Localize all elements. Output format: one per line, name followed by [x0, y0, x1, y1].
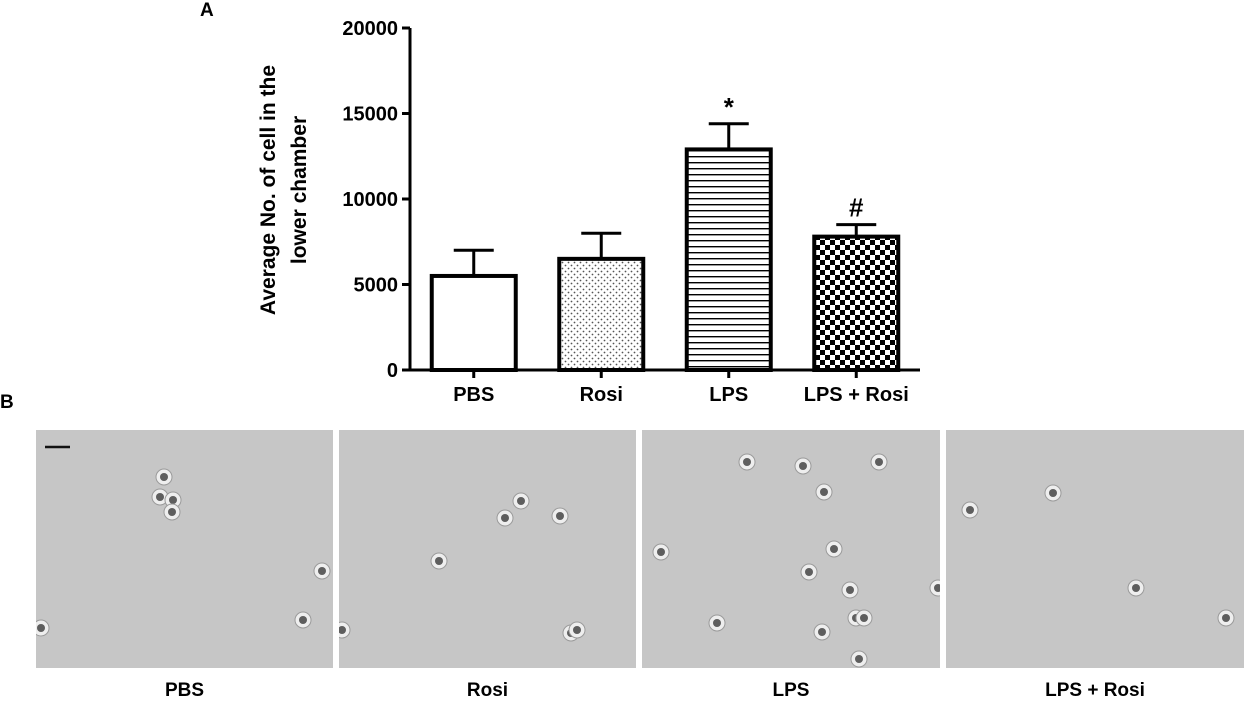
- cell-icon: [430, 552, 448, 570]
- cell-icon: [794, 457, 812, 475]
- y-tick-label: 15000: [342, 104, 398, 126]
- cell-icon: [1217, 609, 1235, 627]
- cell-icon: [929, 579, 940, 597]
- y-axis-label-line1: Average No. of cell in the: [257, 65, 280, 315]
- micrograph-lps-image: [642, 430, 940, 668]
- bar-chart: 0 5000 10000 15000 20000 * # PBS Rosi LPS LPS + …: [257, 18, 920, 406]
- cell-icon: [496, 509, 514, 527]
- cell-icon: [155, 468, 173, 486]
- cell-icon: [36, 619, 50, 637]
- micrograph-label-lps: LPS: [772, 680, 810, 701]
- cell-icon: [800, 563, 818, 581]
- micrograph-background: [339, 430, 636, 668]
- cell-icon: [961, 501, 979, 519]
- y-tick-label: 5000: [354, 275, 399, 297]
- panel-b-label: B: [0, 392, 14, 413]
- cell-icon: [813, 623, 831, 641]
- cell-icon: [163, 503, 181, 521]
- cell-icon: [855, 609, 873, 627]
- bar: [684, 147, 773, 372]
- significance-marker: *: [724, 92, 735, 122]
- cell-icon: [815, 483, 833, 501]
- y-tick-label: 10000: [342, 189, 398, 211]
- x-tick-label: PBS: [453, 384, 494, 406]
- cell-icon: [151, 488, 169, 506]
- cell-icon: [825, 540, 843, 558]
- micrograph-background: [36, 430, 333, 668]
- cell-icon: [339, 621, 351, 639]
- cell-icon: [870, 453, 888, 471]
- micrograph-background: [642, 430, 940, 668]
- micrograph-rosi-image: [339, 430, 636, 668]
- significance-marker: #: [849, 193, 864, 223]
- cell-icon: [652, 543, 670, 561]
- y-axis-label-line2: lower chamber: [288, 116, 311, 264]
- y-tick-label: 20000: [342, 18, 398, 40]
- cell-icon: [313, 562, 331, 580]
- x-tick-label: Rosi: [580, 384, 623, 406]
- micrograph-pbs-image: [36, 430, 333, 668]
- cell-icon: [164, 491, 182, 509]
- cell-icon: [294, 611, 312, 629]
- cell-icon: [841, 581, 859, 599]
- cell-icon: [551, 507, 569, 525]
- y-tick-label: 0: [387, 360, 398, 382]
- micrograph-background: [946, 430, 1244, 668]
- micrograph-rosi: [339, 430, 636, 668]
- cell-icon: [1044, 484, 1062, 502]
- x-tick-label: LPS: [709, 384, 748, 406]
- micrograph-lps-rosi-image: [946, 430, 1244, 668]
- bar: [812, 234, 901, 372]
- cell-icon: [708, 614, 726, 632]
- cell-icon: [512, 492, 530, 510]
- cell-icon: [850, 650, 868, 668]
- bar: [429, 273, 518, 373]
- cell-icon: [738, 453, 756, 471]
- micrograph-pbs: [36, 430, 333, 668]
- micrograph-lps-rosi: [946, 430, 1244, 668]
- micrograph-label-pbs: PBS: [164, 680, 205, 701]
- bar: [557, 256, 646, 373]
- x-tick-label: LPS + Rosi: [804, 384, 909, 406]
- cell-icon: [568, 621, 586, 639]
- cell-icon: [1127, 579, 1145, 597]
- panel-a-label: A: [200, 0, 214, 21]
- micrograph-label-lps-rosi: LPS + Rosi: [1045, 680, 1145, 701]
- micrograph-lps: [642, 430, 940, 668]
- micrograph-label-rosi: Rosi: [466, 680, 509, 701]
